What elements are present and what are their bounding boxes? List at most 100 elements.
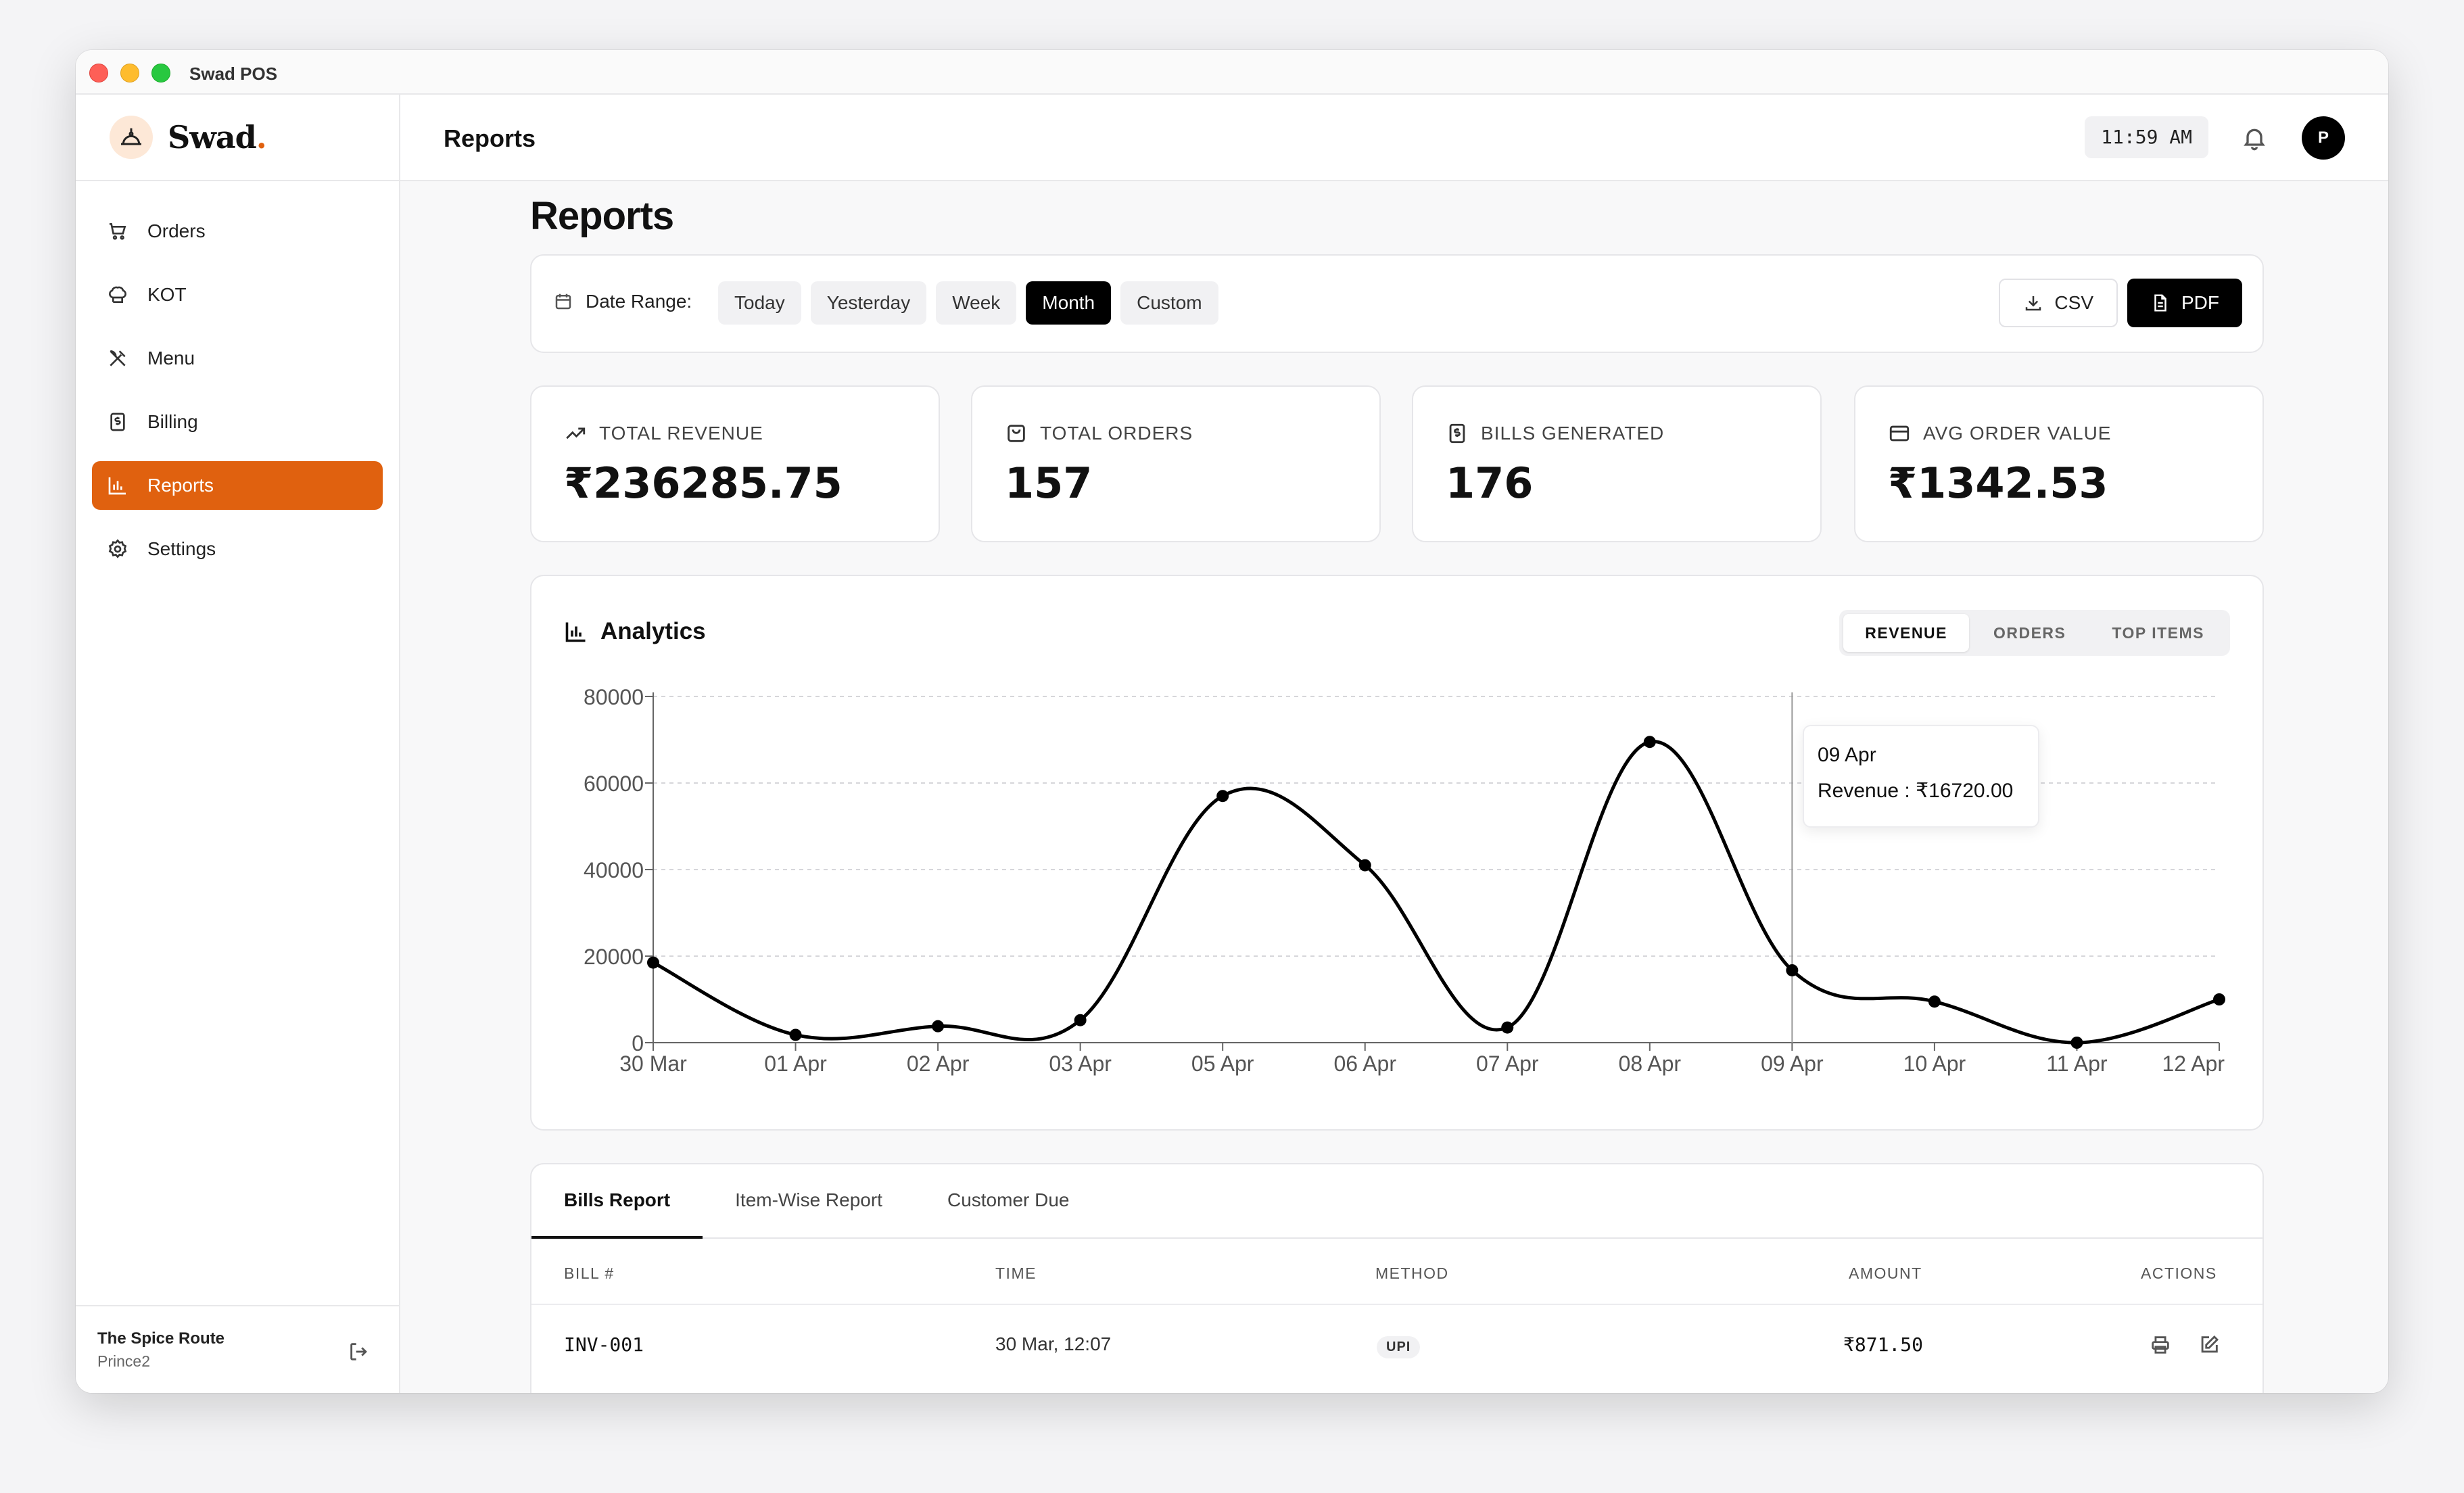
- date-range-label: Date Range:: [553, 291, 692, 312]
- sidebar-item-label: Billing: [147, 411, 198, 432]
- data-point: [1358, 859, 1371, 872]
- avatar[interactable]: P: [2302, 116, 2345, 160]
- bill-time: 30 Mar, 12:07: [995, 1333, 1112, 1354]
- export-csv-button[interactable]: CSV: [1999, 279, 2118, 327]
- calendar-icon: [555, 293, 571, 310]
- minimize-window-button[interactable]: [120, 64, 139, 82]
- close-window-button[interactable]: [89, 64, 108, 82]
- data-point: [2070, 1037, 2083, 1049]
- data-point: [1216, 790, 1229, 803]
- shopping-bag-icon: [1008, 425, 1025, 442]
- gear-icon: [108, 539, 127, 559]
- x-tick-label: 09 Apr: [1761, 1051, 1824, 1076]
- tooltip-value: Revenue : ₹16720.00: [1818, 780, 2014, 802]
- tab-revenue[interactable]: REVENUE: [1843, 614, 1969, 652]
- stat-label: BILLS GENERATED: [1481, 423, 1665, 444]
- print-button[interactable]: [2149, 1333, 2172, 1356]
- y-tick-label: 80000: [584, 685, 644, 709]
- chef-hat-icon: [109, 286, 126, 303]
- table-row[interactable]: INV-001 30 Mar, 12:07 UPI ₹871.50: [531, 1305, 2262, 1382]
- file-icon: [2154, 294, 2166, 312]
- sidebar-item-kot[interactable]: KOT: [92, 270, 383, 319]
- x-tick-label: 01 Apr: [764, 1051, 827, 1076]
- page-title: Reports: [530, 194, 674, 238]
- revenue-line-chart[interactable]: 0 20000 40000 60000 80000 30 Mar 01 Apr 02 Apr 0…: [531, 576, 2265, 1132]
- stat-value: ₹1342.53: [1888, 458, 2108, 508]
- y-tick-label: 0: [632, 1031, 644, 1056]
- receipt-icon: [110, 412, 125, 431]
- stat-value: ₹236285.75: [564, 458, 843, 508]
- sidebar-item-reports[interactable]: Reports: [92, 461, 383, 510]
- stat-label: AVG ORDER VALUE: [1923, 423, 2112, 444]
- credit-card-icon: [1889, 425, 1910, 442]
- range-custom-button[interactable]: Custom: [1120, 281, 1218, 325]
- chart-tooltip: 09 Apr Revenue : ₹16720.00: [1803, 725, 2039, 828]
- brand-name: Swad.: [168, 119, 267, 156]
- top-bar: Reports 11:59 AM P: [400, 95, 2388, 181]
- range-week-button[interactable]: Week: [936, 281, 1017, 325]
- sidebar-item-label: KOT: [147, 284, 187, 305]
- brand[interactable]: Swad.: [76, 95, 399, 181]
- clock: 11:59 AM: [2085, 116, 2208, 158]
- sidebar-item-orders[interactable]: Orders: [92, 207, 383, 256]
- y-tick-label: 20000: [584, 945, 644, 969]
- logout-button[interactable]: [348, 1340, 371, 1363]
- sidebar-item-label: Reports: [147, 475, 214, 496]
- sidebar-item-settings[interactable]: Settings: [92, 525, 383, 573]
- tab-customer-due[interactable]: Customer Due: [947, 1189, 1070, 1210]
- tab-item-wise-report[interactable]: Item-Wise Report: [735, 1189, 882, 1210]
- bar-chart-icon: [108, 477, 126, 495]
- analytics-card: 0 20000 40000 60000 80000 30 Mar 01 Apr 02 Apr 0…: [530, 575, 2264, 1131]
- x-tick-label: 06 Apr: [1333, 1051, 1396, 1076]
- logout-icon: [350, 1343, 367, 1360]
- tab-top-items[interactable]: TOP ITEMS: [2112, 624, 2204, 642]
- bills-report-card: Bills Report Item-Wise Report Customer D…: [530, 1163, 2264, 1393]
- main-content: Reports 11:59 AM P Reports Date Range: T…: [400, 95, 2388, 1393]
- bill-number: INV-001: [564, 1333, 644, 1356]
- stat-label: TOTAL REVENUE: [599, 423, 763, 444]
- printer-icon: [2152, 1336, 2169, 1354]
- export-buttons: CSV PDF: [1999, 279, 2242, 327]
- range-yesterday-button[interactable]: Yesterday: [810, 281, 927, 325]
- report-tabs: Bills Report Item-Wise Report Customer D…: [531, 1164, 2262, 1239]
- tab-orders[interactable]: ORDERS: [1993, 624, 2066, 642]
- edit-icon: [2201, 1335, 2219, 1353]
- y-tick-label: 60000: [584, 772, 644, 796]
- utensils-icon: [110, 350, 126, 366]
- column-header-actions: ACTIONS: [2141, 1264, 2217, 1282]
- sidebar: Swad. Orders KOT Menu Billing Reports: [76, 95, 400, 1393]
- app-window: Swad POS Swad. Orders KOT Menu: [76, 50, 2388, 1393]
- range-today-button[interactable]: Today: [718, 281, 801, 325]
- data-point: [932, 1020, 945, 1033]
- stat-card-bills-generated: BILLS GENERATED 176: [1412, 385, 1822, 542]
- y-tick-label: 40000: [584, 858, 644, 882]
- export-pdf-button[interactable]: PDF: [2127, 279, 2242, 327]
- column-header-amount: AMOUNT: [1849, 1264, 1922, 1282]
- notifications-button[interactable]: [2241, 124, 2268, 151]
- data-point: [1928, 995, 1941, 1008]
- column-header-bill: BILL #: [564, 1264, 615, 1282]
- maximize-window-button[interactable]: [151, 64, 170, 82]
- sidebar-item-billing[interactable]: Billing: [92, 398, 383, 446]
- data-point: [1643, 736, 1656, 749]
- column-header-method: METHOD: [1375, 1264, 1449, 1282]
- stat-card-total-revenue: TOTAL REVENUE ₹236285.75: [530, 385, 940, 542]
- range-month-button[interactable]: Month: [1026, 281, 1112, 325]
- cart-icon: [110, 223, 126, 240]
- edit-button[interactable]: [2198, 1333, 2221, 1356]
- bill-icon: [1449, 423, 1465, 444]
- date-range-buttons: Today Yesterday Week Month Custom: [718, 281, 1218, 325]
- column-header-time: TIME: [995, 1264, 1037, 1282]
- stat-value: 176: [1446, 458, 1534, 508]
- x-tick-label: 05 Apr: [1191, 1051, 1254, 1076]
- tab-bills-report[interactable]: Bills Report: [531, 1164, 703, 1239]
- x-tick-label: 11 Apr: [2046, 1051, 2107, 1076]
- sidebar-nav: Orders KOT Menu Billing Reports Settings: [76, 181, 399, 573]
- sidebar-footer: The Spice Route Prince2: [76, 1305, 399, 1393]
- stat-label: TOTAL ORDERS: [1040, 423, 1193, 444]
- tooltip-date: 09 Apr: [1818, 744, 1876, 766]
- x-tick-label: 03 Apr: [1049, 1051, 1112, 1076]
- sidebar-item-menu[interactable]: Menu: [92, 334, 383, 383]
- data-point: [1074, 1014, 1087, 1026]
- restaurant-name: The Spice Route: [97, 1329, 225, 1348]
